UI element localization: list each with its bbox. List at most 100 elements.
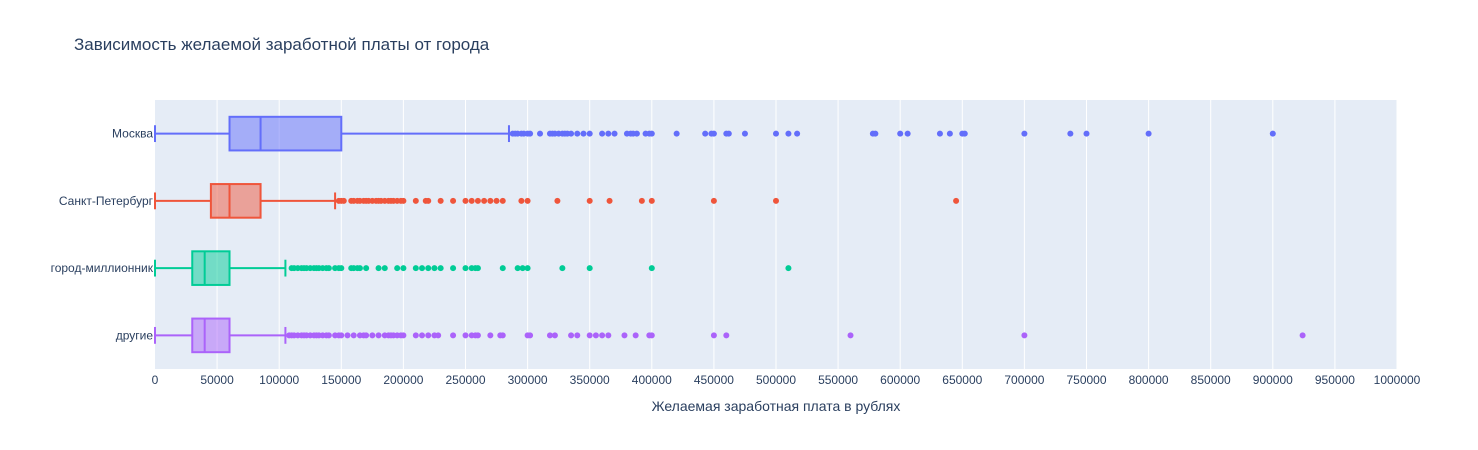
outlier-point <box>493 197 500 204</box>
outlier-point <box>527 332 534 339</box>
outlier-point <box>363 265 370 272</box>
outlier-point <box>897 130 904 137</box>
outlier-point <box>474 197 481 204</box>
x-tick-label: 250000 <box>445 373 485 387</box>
outlier-point <box>586 265 593 272</box>
x-tick-label: 550000 <box>818 373 858 387</box>
outlier-point <box>611 130 618 137</box>
outlier-point <box>487 332 494 339</box>
outlier-point <box>904 130 911 137</box>
x-tick-label: 500000 <box>756 373 796 387</box>
outlier-point <box>605 332 612 339</box>
outlier-point <box>710 130 717 137</box>
outlier-point <box>1067 130 1074 137</box>
outlier-point <box>462 265 469 272</box>
outlier-point <box>450 197 457 204</box>
outlier-point <box>648 332 655 339</box>
outlier-point <box>606 197 613 204</box>
outlier-point <box>499 332 506 339</box>
x-tick-label: 100000 <box>259 373 299 387</box>
outlier-point <box>580 130 587 137</box>
chart-title: Зависимость желаемой заработной платы от… <box>74 35 490 54</box>
x-tick-label: 650000 <box>942 373 982 387</box>
outlier-point <box>437 265 444 272</box>
iqr-box <box>228 115 343 152</box>
outlier-point <box>551 332 558 339</box>
x-tick-label: 50000 <box>200 373 234 387</box>
x-tick-label: 1000000 <box>1374 373 1421 387</box>
outlier-point <box>1145 130 1152 137</box>
outlier-point <box>559 265 566 272</box>
outlier-point <box>1021 130 1028 137</box>
outlier-point <box>524 265 531 272</box>
outlier-point <box>518 197 525 204</box>
outlier-point <box>435 332 442 339</box>
outlier-point <box>1083 130 1090 137</box>
outlier-point <box>487 197 494 204</box>
outlier-point <box>412 332 419 339</box>
x-tick-label: 350000 <box>570 373 610 387</box>
y-tick-label: другие <box>116 328 154 342</box>
outlier-point <box>961 130 968 137</box>
outlier-point <box>638 197 645 204</box>
x-tick-label: 700000 <box>1004 373 1044 387</box>
outlier-point <box>621 332 628 339</box>
outlier-point <box>648 265 655 272</box>
outlier-point <box>375 265 382 272</box>
box-1 <box>154 183 960 219</box>
y-tick-label: Москва <box>112 127 153 141</box>
outlier-point <box>586 130 593 137</box>
outlier-point <box>599 130 606 137</box>
x-tick-label: 300000 <box>508 373 548 387</box>
outlier-point <box>350 332 357 339</box>
outlier-point <box>462 197 469 204</box>
x-tick-label: 150000 <box>321 373 361 387</box>
x-tick-label: 800000 <box>1129 373 1169 387</box>
outlier-point <box>425 265 432 272</box>
outlier-point <box>425 332 432 339</box>
x-tick-label: 450000 <box>694 373 734 387</box>
outlier-point <box>499 265 506 272</box>
outlier-point <box>741 130 748 137</box>
outlier-point <box>481 197 488 204</box>
x-tick-label: 600000 <box>880 373 920 387</box>
outlier-point <box>524 197 531 204</box>
iqr-box <box>191 250 231 286</box>
outlier-point <box>450 265 457 272</box>
outlier-point <box>773 130 779 137</box>
outlier-point <box>400 265 407 272</box>
outlier-point <box>363 332 370 339</box>
x-axis-title: Желаемая заработная плата в рублях <box>652 398 901 414</box>
box-series <box>154 115 1306 354</box>
outlier-point <box>605 130 612 137</box>
iqr-box <box>191 317 231 354</box>
outlier-point <box>599 332 606 339</box>
outlier-point <box>412 265 419 272</box>
outlier-point <box>381 265 388 272</box>
outlier-point <box>356 265 363 272</box>
outlier-point <box>785 130 792 137</box>
outlier-point <box>527 130 534 137</box>
y-axis-ticks: Москва Санкт-Петербург город-миллионник дру… <box>51 127 154 343</box>
outlier-point <box>785 265 792 272</box>
outlier-point <box>344 332 351 339</box>
x-tick-label: 900000 <box>1253 373 1293 387</box>
outlier-point <box>725 130 732 137</box>
outlier-point <box>568 332 575 339</box>
outlier-point <box>1021 332 1028 339</box>
x-tick-label: 200000 <box>383 373 423 387</box>
outlier-point <box>425 197 432 204</box>
outlier-point <box>400 332 407 339</box>
x-tick-label: 950000 <box>1315 373 1355 387</box>
outlier-point <box>702 130 709 137</box>
outlier-point <box>375 332 382 339</box>
outlier-point <box>400 197 407 204</box>
outlier-point <box>632 332 639 339</box>
outlier-point <box>325 265 332 272</box>
outlier-point <box>794 130 801 137</box>
outlier-point <box>537 130 544 137</box>
outlier-point <box>338 265 345 272</box>
outlier-point <box>419 265 426 272</box>
outlier-point <box>437 197 444 204</box>
